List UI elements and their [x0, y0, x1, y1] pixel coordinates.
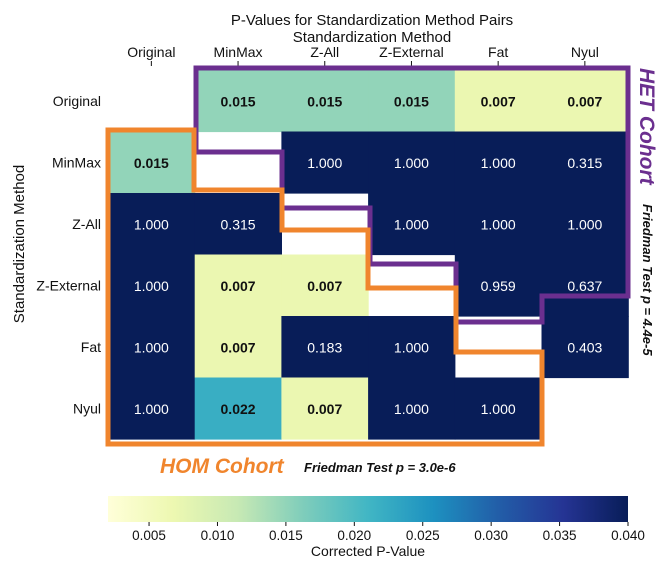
heatmap-cell-label: 1.000	[134, 216, 169, 232]
heatmap-cell	[541, 131, 629, 194]
heatmap-cell-label: 0.403	[567, 339, 602, 355]
x-tick-labels: Original MinMax Z-All Z-External Fat Nyul	[127, 44, 599, 66]
x-tick-label: Z-External	[379, 44, 444, 60]
heatmap-cell	[281, 254, 369, 317]
heatmap-cell-label: 1.000	[394, 216, 429, 232]
colorbar-tick-label: 0.010	[201, 528, 235, 543]
heatmap-cell-label: 0.959	[481, 278, 516, 294]
heatmap-cell-label: 0.007	[221, 278, 256, 294]
y-tick-label: Nyul	[73, 400, 101, 416]
heatmap-cell	[454, 70, 543, 133]
x-tick-label: MinMax	[214, 44, 263, 60]
heatmap-cell-label: 0.637	[567, 278, 602, 294]
heatmap-cell	[368, 377, 456, 440]
heatmap-cell-labels: 0.015 0.015 0.015 0.007 0.007 0.015 1.000 1.000…	[134, 93, 603, 417]
colorbar-tick-label: 0.030	[474, 528, 508, 543]
heatmap-cell-label: 1.000	[134, 278, 169, 294]
heatmap-cell-label: 1.000	[394, 155, 429, 171]
het-friedman-test-label: Friedman Test p = 4.4e-5	[640, 204, 655, 356]
heatmap-cell	[541, 316, 629, 379]
chart-title: P-Values for Standardization Method Pair…	[231, 12, 513, 29]
heatmap-cell-label: 0.015	[221, 93, 256, 109]
heatmap-cell	[454, 131, 543, 194]
y-tick-label: Fat	[81, 339, 101, 355]
heatmap-cell	[194, 70, 282, 133]
heatmap-cell-label: 0.015	[134, 155, 169, 171]
heatmap-cell-label: 0.015	[307, 93, 342, 109]
heatmap-cell-label: 1.000	[134, 401, 169, 417]
y-tick-label: Original	[53, 93, 101, 109]
y-tick-labels: Original MinMax Z-All Z-External Fat Nyul	[36, 93, 101, 417]
heatmap-cell-label: 0.183	[307, 339, 342, 355]
colorbar-label: Corrected P-Value	[311, 543, 425, 559]
heatmap-cell-label: 0.015	[394, 93, 429, 109]
heatmap-cell	[108, 377, 196, 440]
heatmap-cell	[541, 193, 629, 256]
heatmap-cell-label: 1.000	[307, 155, 342, 171]
colorbar-tick-label: 0.020	[337, 528, 371, 543]
heatmap-cell-label: 1.000	[481, 155, 516, 171]
heatmap-cell	[454, 377, 543, 440]
heatmap-cell	[281, 316, 369, 379]
heatmap-cell	[108, 254, 196, 317]
heatmap-cells	[108, 70, 629, 440]
heatmap-cell	[194, 377, 282, 440]
heatmap-cell-label: 1.000	[481, 216, 516, 232]
x-tick-label: Nyul	[571, 44, 599, 60]
hom-friedman-test-label: Friedman Test p = 3.0e-6	[304, 460, 456, 475]
heatmap-cell	[541, 70, 629, 133]
heatmap-cell-label: 0.007	[221, 339, 256, 355]
heatmap-cell	[108, 193, 196, 256]
heatmap-cell	[194, 193, 282, 256]
colorbar-ticks: 0.005 0.010 0.015 0.020 0.025 0.030 0.035 0.040	[132, 522, 645, 543]
colorbar-tick-label: 0.025	[406, 528, 440, 543]
heatmap-cell-label: 1.000	[481, 401, 516, 417]
hom-cohort-outline	[105, 127, 545, 447]
x-tick-label: Fat	[488, 44, 508, 60]
colorbar-tick-label: 0.035	[543, 528, 577, 543]
heatmap-cell-label: 0.007	[567, 93, 602, 109]
heatmap-cell-label: 0.022	[221, 401, 256, 417]
heatmap-cell	[541, 254, 629, 317]
heatmap-cell	[368, 193, 456, 256]
hom-cohort-label: HOM Cohort	[160, 455, 285, 478]
heatmap-cell	[194, 254, 282, 317]
heatmap-cell-label: 1.000	[567, 216, 602, 232]
colorbar	[108, 496, 628, 522]
heatmap-cell	[454, 254, 543, 317]
y-axis-label: Standardization Method	[11, 165, 28, 323]
heatmap-cell	[281, 70, 369, 133]
x-tick-label: Original	[127, 44, 175, 60]
heatmap-cell	[368, 131, 456, 194]
heatmap-cell-label: 1.000	[394, 339, 429, 355]
heatmap-cell	[281, 131, 369, 194]
colorbar-tick-label: 0.015	[269, 528, 303, 543]
heatmap-cell-label: 0.315	[567, 155, 602, 171]
heatmap-cell-label: 0.007	[307, 278, 342, 294]
heatmap-cell	[108, 316, 196, 379]
heatmap-cell	[281, 377, 369, 440]
x-axis-label: Standardization Method	[293, 29, 451, 46]
heatmap-cell	[454, 193, 543, 256]
heatmap-cell-label: 0.315	[221, 216, 256, 232]
het-cohort-outline	[193, 65, 631, 325]
heatmap-cell-label: 1.000	[134, 339, 169, 355]
heatmap-cell	[368, 70, 456, 133]
heatmap-cell	[194, 316, 282, 379]
heatmap-cell	[368, 316, 456, 379]
colorbar-tick-label: 0.040	[611, 528, 645, 543]
heatmap-cell-label: 0.007	[481, 93, 516, 109]
y-tick-label: MinMax	[52, 154, 101, 170]
heatmap-cell-label: 0.007	[307, 401, 342, 417]
het-cohort-label: HET Cohort	[635, 68, 658, 186]
x-tick-label: Z-All	[310, 44, 339, 60]
y-tick-label: Z-External	[36, 277, 101, 293]
colorbar-tick-label: 0.005	[132, 528, 166, 543]
y-tick-label: Z-All	[72, 216, 101, 232]
heatmap-cell-label: 1.000	[394, 401, 429, 417]
heatmap-cell	[108, 131, 196, 194]
